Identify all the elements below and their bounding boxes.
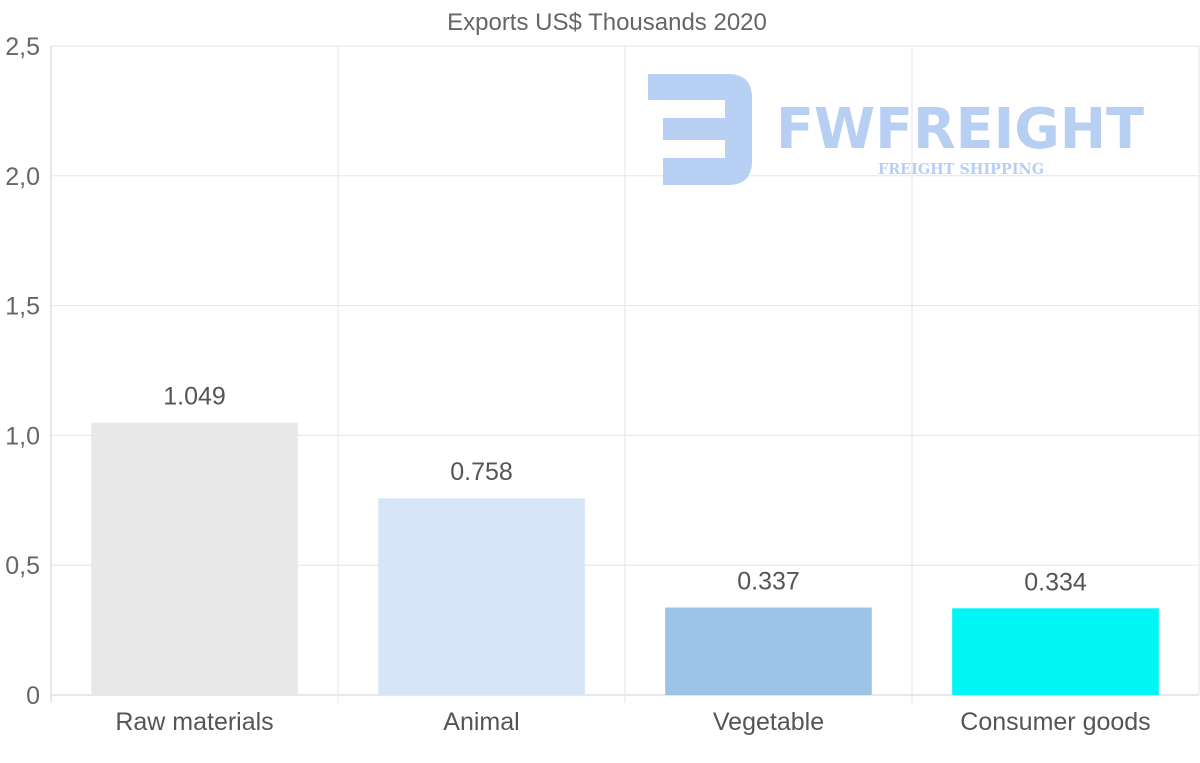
y-tick-label: 1,5: [5, 293, 40, 321]
bar-value-label: 0.758: [450, 458, 513, 486]
y-tick-label: 2,0: [5, 163, 40, 191]
x-category-label: Raw materials: [115, 708, 273, 736]
y-tick-label: 2,5: [5, 33, 40, 61]
y-tick-label: 0,5: [5, 552, 40, 580]
x-axis: Raw materials Animal Vegetable Consumer goo…: [115, 708, 1150, 736]
fwfreight-logo-mark-icon: [648, 74, 752, 185]
fwfreight-logo: FWFREIGHT FREIGHT SHIPPING: [648, 74, 1144, 185]
bars: [91, 422, 1159, 695]
bar-vegetable[interactable]: [665, 607, 872, 695]
y-tick-label: 0: [26, 682, 40, 710]
bar-value-label: 0.334: [1024, 568, 1087, 596]
y-axis: 0 0,5 1,0 1,5 2,0 2,5: [5, 33, 40, 710]
watermark-tagline: FREIGHT SHIPPING: [878, 160, 1044, 178]
data-labels: 1.049 0.758 0.337 0.334: [163, 383, 1087, 597]
bar-animal[interactable]: [378, 498, 585, 695]
x-category-label: Animal: [443, 708, 519, 736]
x-category-label: Vegetable: [713, 708, 824, 736]
bar-consumer-goods[interactable]: [952, 608, 1159, 695]
y-tick-label: 1,0: [5, 422, 40, 450]
chart-title: Exports US$ Thousands 2020: [447, 9, 767, 36]
watermark-brand: FWFREIGHT: [776, 97, 1144, 162]
bar-value-label: 0.337: [737, 568, 800, 596]
x-category-label: Consumer goods: [960, 708, 1150, 736]
bar-raw-materials[interactable]: [91, 422, 298, 695]
bar-value-label: 1.049: [163, 383, 226, 411]
